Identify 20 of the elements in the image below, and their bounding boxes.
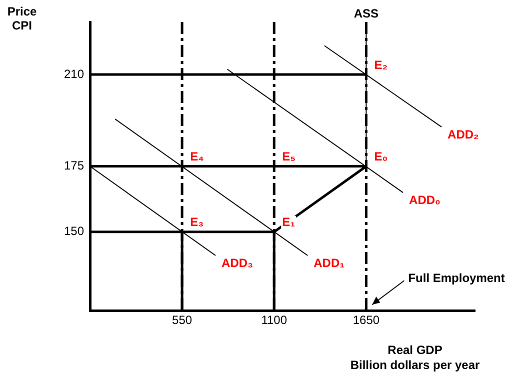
series-label: ASS [354,6,379,20]
annotation: E₀ [374,150,388,164]
y-tick-label: 210 [64,66,84,81]
annotation: E₄ [190,150,204,164]
annotation: E₅ [282,150,296,164]
ref-line-label: Full Employment [408,270,505,285]
series-label: ADD₃ [222,256,254,270]
annotation: E₂ [374,58,388,72]
series-label: ADD₁ [314,256,345,270]
x-tick-label: 1650 [352,313,380,328]
series-label: ADD₂ [448,127,479,142]
series-label: ADD₀ [409,192,440,207]
x-tick-label: 1100 [261,313,288,328]
annotation: E₁ [282,215,296,230]
x-tick-label: 550 [172,313,192,328]
y-axis-title: Price CPI [7,4,37,32]
y-tick-label: 175 [64,158,84,173]
y-tick-label: 150 [64,224,84,238]
x-axis-title: Real GDP Billion dollars per year [350,342,480,372]
annotation: E₃ [190,215,204,230]
